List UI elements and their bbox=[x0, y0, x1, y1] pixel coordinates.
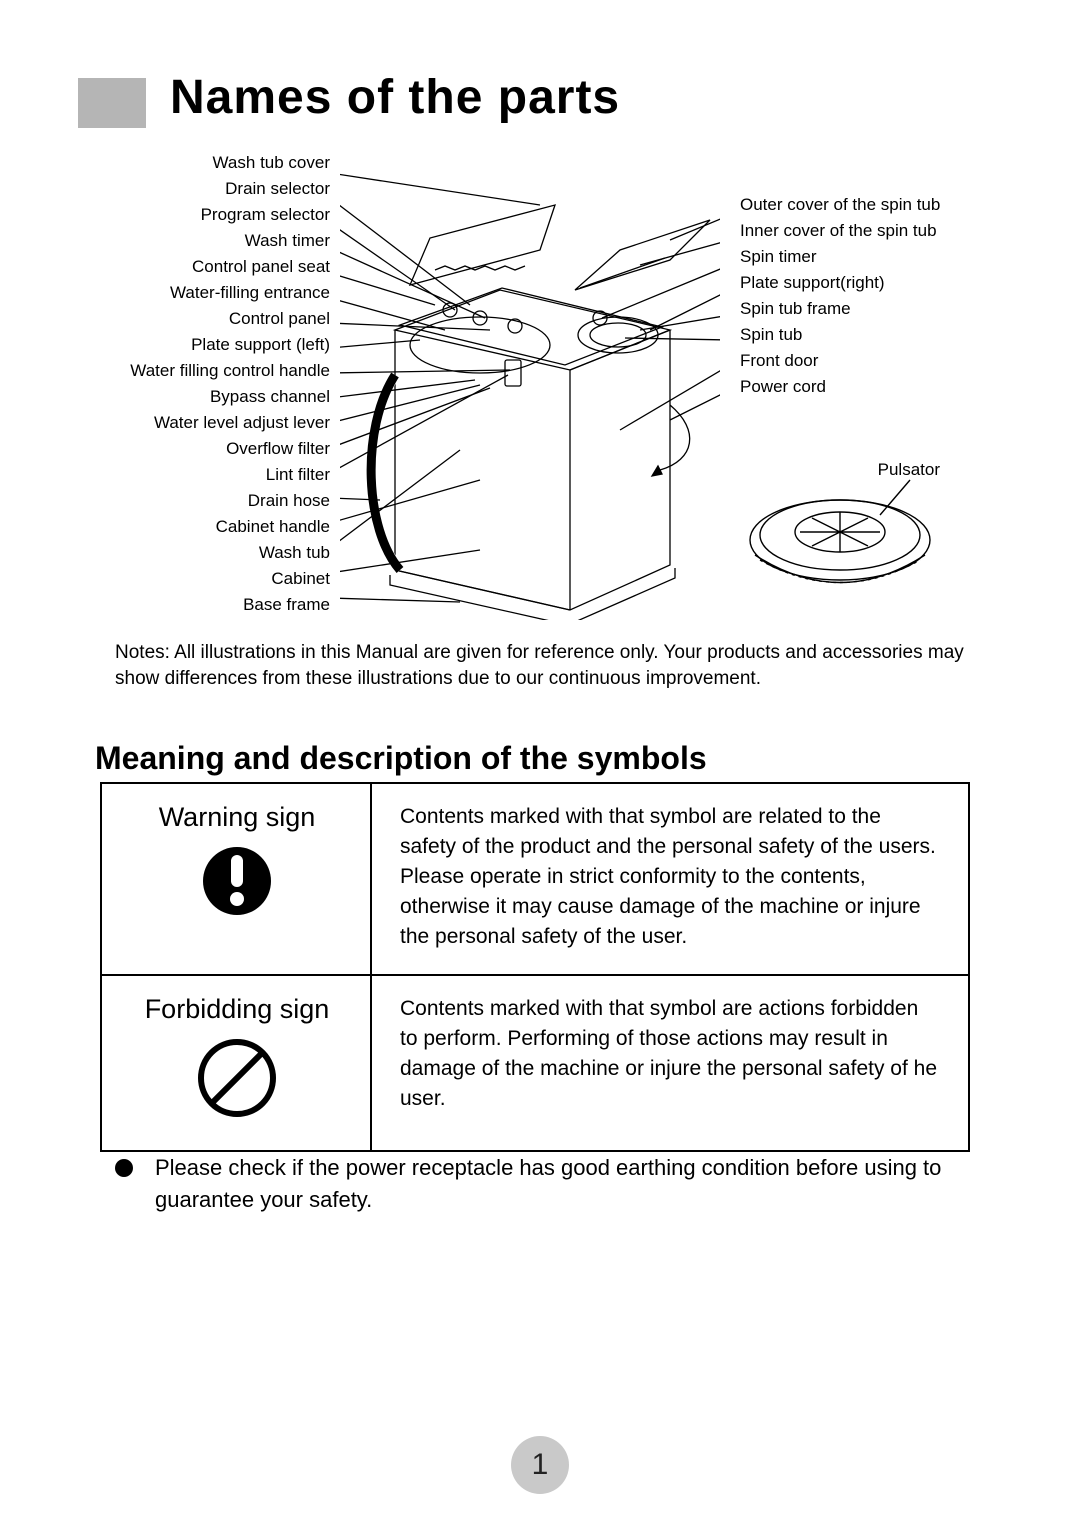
label-left: Lint filter bbox=[40, 462, 330, 488]
manual-page: Names of the parts Wash tub cover Drain … bbox=[0, 0, 1080, 1532]
symbol-title: Warning sign bbox=[124, 802, 350, 833]
symbol-cell: Warning sign bbox=[102, 784, 372, 974]
label-right: Outer cover of the spin tub bbox=[740, 192, 1040, 218]
section-title-symbols: Meaning and description of the symbols bbox=[95, 740, 707, 777]
symbol-title: Forbidding sign bbox=[124, 994, 350, 1025]
symbols-table: Warning sign Contents marked with that s… bbox=[100, 782, 970, 1152]
label-left: Drain hose bbox=[40, 488, 330, 514]
label-left: Base frame bbox=[40, 592, 330, 618]
notes-prefix: Notes: bbox=[115, 642, 174, 663]
notes-text: Notes: All illustrations in this Manual … bbox=[115, 640, 990, 692]
page-number-wrap: 1 bbox=[0, 1436, 1080, 1494]
label-right: Spin tub bbox=[740, 322, 1040, 348]
label-right: Front door bbox=[740, 348, 1040, 374]
label-left: Water filling control handle bbox=[40, 358, 330, 384]
label-right: Spin tub frame bbox=[740, 296, 1040, 322]
label-left: Control panel seat bbox=[40, 254, 330, 280]
table-row: Forbidding sign Contents marked with tha… bbox=[102, 974, 968, 1150]
pulsator-icon bbox=[740, 470, 940, 610]
label-left: Wash tub bbox=[40, 540, 330, 566]
label-left: Overflow filter bbox=[40, 436, 330, 462]
safety-note-text: Please check if the power receptacle has… bbox=[155, 1152, 950, 1216]
label-right: Spin timer bbox=[740, 244, 1040, 270]
symbol-desc: Contents marked with that symbol are act… bbox=[372, 976, 968, 1150]
bullet-icon bbox=[115, 1159, 133, 1177]
forbid-icon bbox=[192, 1033, 282, 1128]
label-left: Bypass channel bbox=[40, 384, 330, 410]
heading-block bbox=[78, 78, 146, 128]
diagram-labels-right: Outer cover of the spin tub Inner cover … bbox=[740, 192, 1040, 400]
label-left: Plate support (left) bbox=[40, 332, 330, 358]
safety-note: Please check if the power receptacle has… bbox=[115, 1152, 950, 1216]
label-left: Cabinet bbox=[40, 566, 330, 592]
label-left: Wash tub cover bbox=[40, 150, 330, 176]
page-number: 1 bbox=[511, 1436, 569, 1494]
label-right: Inner cover of the spin tub bbox=[740, 218, 1040, 244]
parts-diagram: Wash tub cover Drain selector Program se… bbox=[40, 150, 1040, 630]
label-left: Drain selector bbox=[40, 176, 330, 202]
label-right: Plate support(right) bbox=[740, 270, 1040, 296]
label-left: Cabinet handle bbox=[40, 514, 330, 540]
warning-icon bbox=[197, 841, 277, 926]
symbol-cell: Forbidding sign bbox=[102, 976, 372, 1150]
symbol-desc: Contents marked with that symbol are rel… bbox=[372, 784, 968, 974]
diagram-labels-left: Wash tub cover Drain selector Program se… bbox=[40, 150, 330, 618]
label-left: Water-filling entrance bbox=[40, 280, 330, 306]
label-right: Power cord bbox=[740, 374, 1040, 400]
label-left: Program selector bbox=[40, 202, 330, 228]
washing-machine-icon bbox=[340, 170, 720, 620]
notes-body: All illustrations in this Manual are giv… bbox=[115, 642, 964, 689]
label-left: Control panel bbox=[40, 306, 330, 332]
table-row: Warning sign Contents marked with that s… bbox=[102, 784, 968, 974]
page-title: Names of the parts bbox=[170, 70, 620, 125]
label-left: Wash timer bbox=[40, 228, 330, 254]
label-left: Water level adjust lever bbox=[40, 410, 330, 436]
